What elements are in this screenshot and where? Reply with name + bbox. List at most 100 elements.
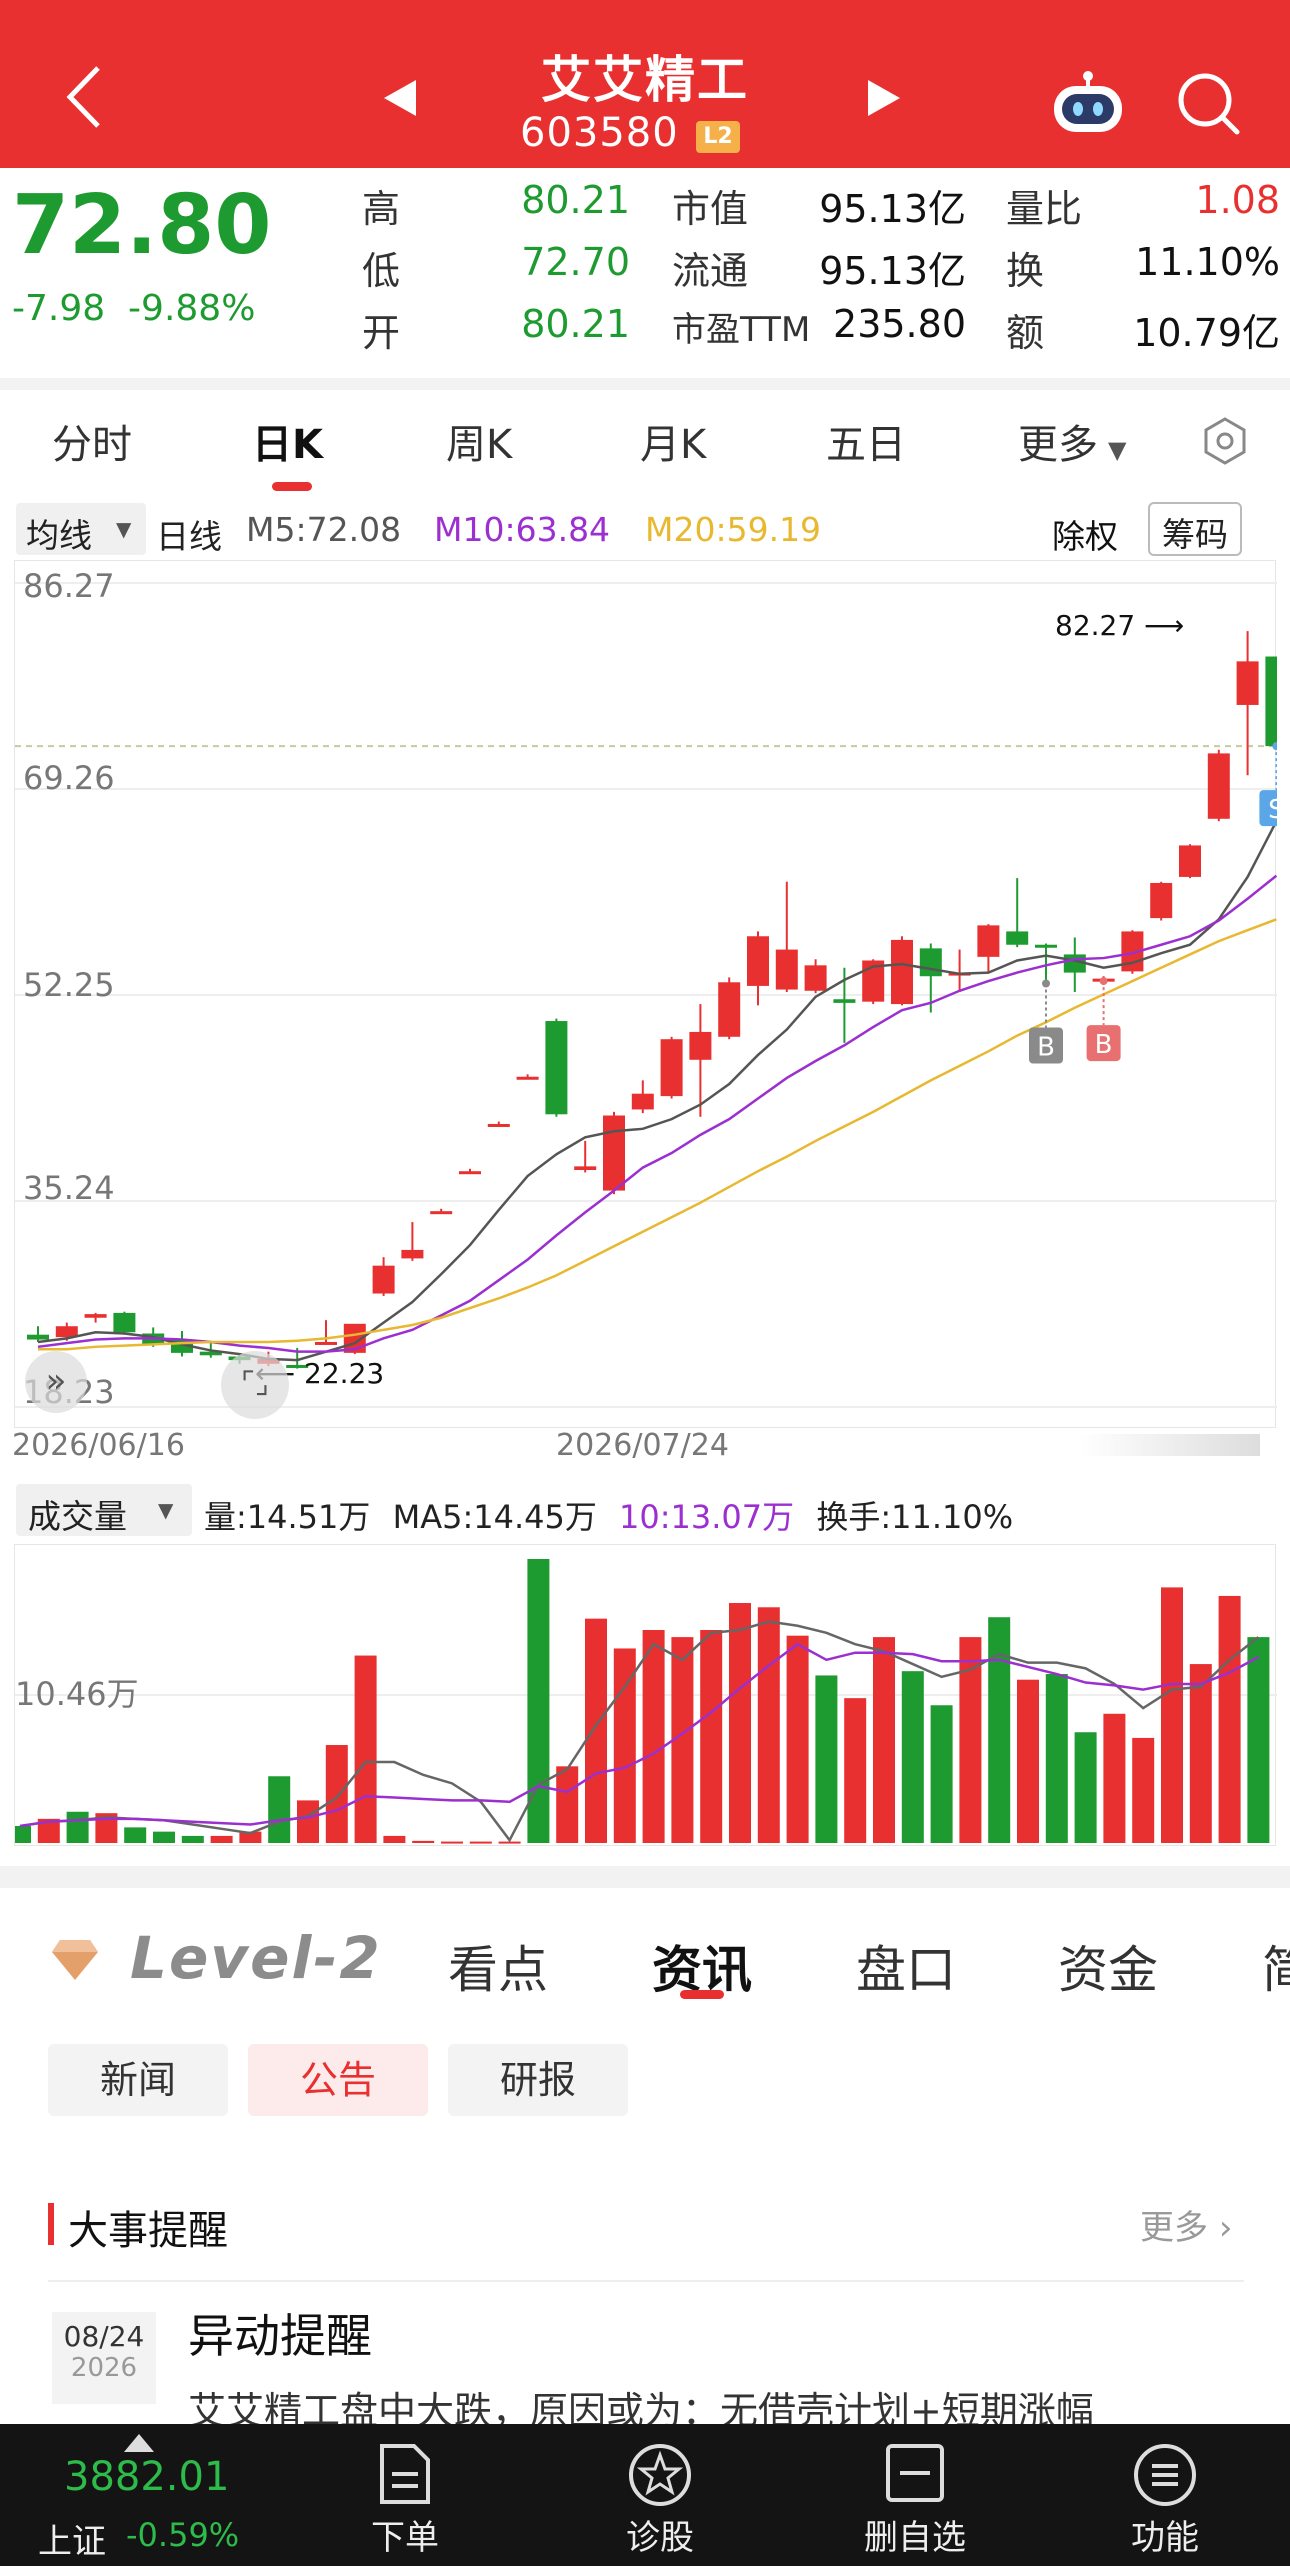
event-date: 08/24 2026 xyxy=(52,2312,156,2404)
volume-bar xyxy=(671,1637,694,1843)
info-tabs: Level-2 看点 资讯 盘口 资金 简 xyxy=(0,1900,1290,2020)
candle-body xyxy=(286,1364,309,1368)
divider xyxy=(0,378,1290,390)
volume-select-label: 成交量 xyxy=(28,1497,127,1536)
quote-field-label: 流通 xyxy=(672,249,749,293)
volume-bar xyxy=(556,1766,579,1843)
y-tick-label: 35.24 xyxy=(23,1169,115,1207)
tab-monthly-k[interactable]: 月K xyxy=(640,422,707,468)
quote-field-label: 低 xyxy=(362,249,401,293)
chevron-down-icon: ▼ xyxy=(158,1498,174,1522)
volume-bar xyxy=(1189,1664,1212,1843)
tab-more[interactable]: 更多 ▼ xyxy=(1018,412,1126,470)
nav-diagnose[interactable]: 诊股 xyxy=(585,2424,735,2566)
volume-bar xyxy=(441,1841,463,1844)
volume-bar xyxy=(988,1617,1011,1843)
nav-functions[interactable]: 功能 xyxy=(1090,2424,1240,2566)
stock-code: 603580 xyxy=(520,110,679,156)
quote-field-value: 95.13亿 xyxy=(819,249,966,293)
indicator-select-label: 均线 xyxy=(26,516,92,555)
tab-more-label: 更多 xyxy=(1018,422,1098,468)
expand-left-icon[interactable]: » xyxy=(25,1351,87,1413)
candle-body xyxy=(199,1351,222,1356)
chevron-right-icon: › xyxy=(1218,2208,1233,2248)
events-more-link[interactable]: 更多 › xyxy=(1140,2200,1232,2249)
candle-body xyxy=(113,1312,136,1333)
search-icon[interactable] xyxy=(1175,70,1241,136)
nav-remove-watchlist-label: 删自选 xyxy=(864,2518,966,2558)
back-icon[interactable] xyxy=(60,62,110,132)
nav-order-label: 下单 xyxy=(371,2518,439,2558)
volume-indicator-select[interactable]: 成交量 ▼ xyxy=(16,1484,192,1536)
event-title[interactable]: 异动提醒 xyxy=(188,2309,372,2363)
quote-field-value: 80.21 xyxy=(521,178,630,222)
candle-body xyxy=(603,1115,625,1191)
chips-button[interactable]: 筹码 xyxy=(1148,502,1242,556)
volume-bar xyxy=(700,1630,723,1843)
nav-remove-watchlist[interactable]: 删自选 xyxy=(830,2424,1000,2566)
candle-body xyxy=(27,1334,49,1340)
volume-bar xyxy=(1017,1679,1039,1843)
next-stock-icon[interactable] xyxy=(868,80,900,116)
chip-announcements[interactable]: 公告 xyxy=(248,2044,428,2116)
volume-ma5: MA5:14.45万 xyxy=(392,1498,597,1536)
volume-value: 量:14.51万 xyxy=(204,1498,371,1536)
volume-bar xyxy=(1247,1637,1270,1843)
tab-weekly-k[interactable]: 周K xyxy=(446,422,513,468)
volume-bar xyxy=(297,1800,319,1843)
prev-stock-icon[interactable] xyxy=(384,80,416,116)
header: 艾艾精工 603580 L2 xyxy=(0,0,1290,168)
volume-bar xyxy=(210,1835,233,1843)
tab-daily-k[interactable]: 日K xyxy=(252,422,323,468)
nav-functions-label: 功能 xyxy=(1131,2518,1199,2558)
tab-order-book[interactable]: 盘口 xyxy=(856,1941,956,1999)
indicator-select[interactable]: 均线 ▼ xyxy=(16,503,146,555)
tab-news[interactable]: 资讯 xyxy=(652,1941,752,1999)
y-tick-label: 52.25 xyxy=(23,966,115,1004)
kline-chart[interactable]: BBS 86.27 69.26 52.25 35.24 18.23 82.27 … xyxy=(14,560,1277,1428)
volume-bar xyxy=(729,1603,751,1843)
quote-field-label: 开 xyxy=(362,311,401,355)
candle-body xyxy=(631,1093,654,1110)
section-marker xyxy=(48,2203,54,2245)
tab-intraday[interactable]: 分时 xyxy=(52,422,132,468)
quote-field-label: 换 xyxy=(1006,249,1045,293)
chip-news[interactable]: 新闻 xyxy=(48,2044,228,2116)
volume-bar xyxy=(66,1811,89,1843)
quote-field-value: 1.08 xyxy=(1195,178,1280,222)
level2-logo[interactable]: Level-2 xyxy=(130,1924,382,1992)
trade-marker xyxy=(1029,1027,1063,1064)
chip-research[interactable]: 研报 xyxy=(448,2044,628,2116)
candle-body xyxy=(430,1211,453,1215)
volume-bar xyxy=(1132,1737,1155,1843)
scroll-indicator[interactable] xyxy=(1080,1434,1260,1456)
candle-body xyxy=(372,1265,395,1294)
tab-highlights[interactable]: 看点 xyxy=(448,1941,548,1999)
tab-capital[interactable]: 资金 xyxy=(1058,1941,1158,1999)
level2-badge: L2 xyxy=(696,121,740,153)
volume-svg xyxy=(15,1559,1277,1844)
settings-icon[interactable] xyxy=(1200,416,1250,466)
index-ticker[interactable]: 3882.01 上证 -0.59% xyxy=(0,2424,239,2566)
candle-body xyxy=(459,1171,481,1175)
last-price: 72.80 xyxy=(12,178,272,273)
chevron-down-icon: ▼ xyxy=(116,517,132,541)
ma10-value: M10:63.84 xyxy=(434,510,611,549)
volume-bar xyxy=(124,1827,147,1843)
adjust-toggle[interactable]: 除权 xyxy=(1052,517,1118,556)
nav-order[interactable]: 下单 xyxy=(330,2424,480,2566)
fullscreen-icon[interactable]: ⌜⌟ xyxy=(221,1351,289,1419)
remove-watchlist-icon xyxy=(886,2444,944,2502)
candle-body xyxy=(1179,845,1201,877)
quote-field-label: 额 xyxy=(1006,311,1045,355)
candle-body xyxy=(660,1039,683,1097)
tab-five-day[interactable]: 五日 xyxy=(826,422,906,468)
volume-bar xyxy=(412,1840,435,1843)
volume-bar xyxy=(1161,1587,1183,1843)
volume-bar xyxy=(268,1776,291,1843)
robot-assistant-icon[interactable] xyxy=(1050,70,1126,134)
volume-chart[interactable]: 10.46万 xyxy=(14,1544,1277,1846)
tab-profile[interactable]: 简 xyxy=(1262,1941,1290,1999)
marker-dot xyxy=(1042,979,1050,988)
volume-bar xyxy=(930,1705,953,1843)
